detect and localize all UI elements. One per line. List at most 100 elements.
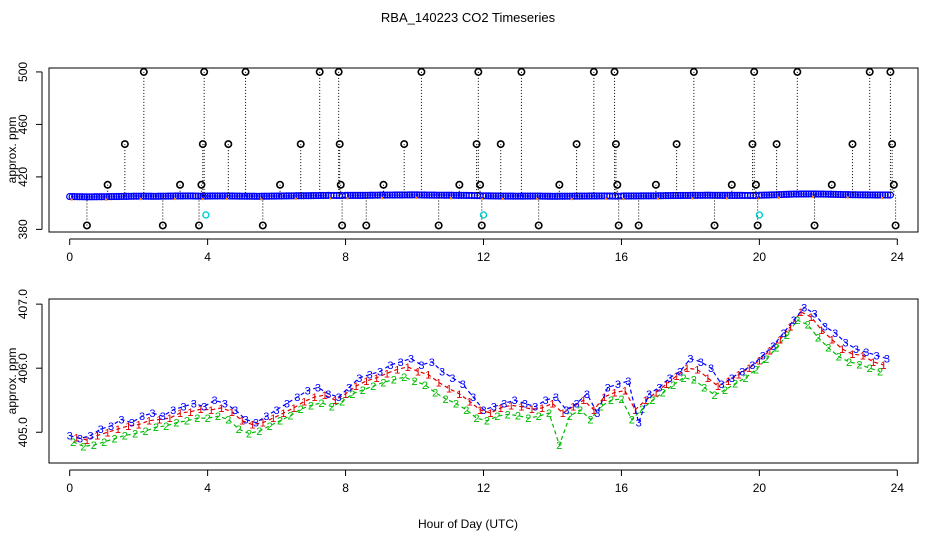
series-blue-marker: 3 [77,434,83,446]
flag-point [417,67,426,76]
series-red-marker: 1 [105,427,111,439]
series-red-marker: 1 [611,388,617,400]
baseline-point [189,192,197,200]
baseline-point [149,192,158,200]
series-blue-marker: 3 [356,373,362,385]
series-green-marker: 2 [515,411,521,423]
baseline-point [268,192,276,200]
baseline-point [881,191,889,199]
baseline-point [856,191,864,199]
baseline-point [167,192,175,200]
flag-point [672,140,681,149]
series-blue-marker: 3 [439,366,445,378]
baseline-point [226,192,234,200]
series-green-marker: 2 [132,429,138,441]
series-red-marker: 1 [725,376,731,388]
series-green-marker: 2 [618,394,624,406]
figure-title: RBA_140223 CO2 Timeseries [381,10,556,25]
series-blue-marker: 3 [511,395,517,407]
baseline-point [797,190,805,198]
baseline-point [841,191,850,199]
baseline-point [861,191,869,199]
baseline-point [349,191,357,199]
series-red-marker: 1 [601,392,607,404]
flag-point [103,180,112,189]
baseline-point [95,193,103,201]
flag-point [751,180,760,189]
series-green-marker: 2 [463,405,469,417]
series-green-marker: 2 [236,424,242,436]
series-green-marker: 2 [277,416,283,428]
baseline-point [361,191,369,199]
cyan-point [479,211,488,219]
top-y-tick-label: 460 [16,114,30,134]
baseline-point [442,191,451,199]
baseline-point [674,191,682,200]
flag-point [336,180,345,189]
baseline-point [519,192,527,200]
series-blue-marker: 3 [646,389,652,401]
series-red-marker: 1 [446,384,452,396]
series-blue-marker: 3 [543,395,549,407]
top-x-tick-label: 16 [615,250,629,264]
baseline-point [659,192,667,200]
series-blue-marker: 3 [294,392,300,404]
series-green-marker: 2 [815,332,821,344]
series-green-marker: 2 [267,421,273,433]
baseline-point [354,191,362,199]
baseline-point [571,192,579,200]
series-red-marker: 1 [622,386,628,398]
baseline-point [295,192,303,200]
flag-point [296,140,305,149]
baseline-point [785,190,793,198]
flag-point [195,221,204,230]
baseline-point [669,191,677,200]
series-green-marker: 2 [805,320,811,332]
series-red-marker: 1 [332,395,338,407]
baseline-point [479,192,488,200]
baseline-point [588,192,596,200]
series-green-marker: 2 [722,385,728,397]
series-red-marker: 1 [343,389,349,401]
flag-point [379,180,388,189]
series-red-marker: 1 [715,381,721,393]
baseline-point [546,192,554,200]
baseline-point [302,192,310,200]
series-red-marker: 1 [498,403,504,415]
baseline-point [716,191,724,199]
baseline-point [511,192,520,200]
series-blue-marker: 3 [874,350,880,362]
baseline-point [679,191,687,200]
baseline-point [282,192,291,200]
baseline-point [85,193,93,201]
baseline-point [388,191,396,199]
baseline-point [726,191,734,199]
baseline-speckle [604,197,608,201]
baseline-point [142,192,150,200]
series-green-marker: 2 [246,429,252,441]
baseline-point [174,192,182,200]
series-green-marker: 2 [680,373,686,385]
top-x-tick-label: 0 [66,250,73,264]
series-red-marker: 1 [839,344,845,356]
baseline-speckle [173,197,177,201]
series-green-marker: 2 [774,343,780,355]
series-green-marker: 2 [743,373,749,385]
series-red-marker: 1 [518,402,524,414]
baseline-point [341,191,350,199]
flag-point [572,140,581,149]
baseline-point [524,192,532,200]
series-red-marker: 1 [456,389,462,401]
series-blue-marker: 3 [191,398,197,410]
top-x-tick-label: 12 [477,250,491,264]
baseline-point [371,191,379,199]
series-green-marker: 2 [598,402,604,414]
series-red-marker: 1 [767,345,773,357]
series-green-marker: 2 [432,388,438,400]
series-red-marker: 1 [425,370,431,382]
baseline-speckle [225,197,229,201]
top-y-ticks: 380 420 460 500 [16,62,43,239]
series-blue-marker: 3 [863,347,869,359]
baseline-point [440,191,448,199]
